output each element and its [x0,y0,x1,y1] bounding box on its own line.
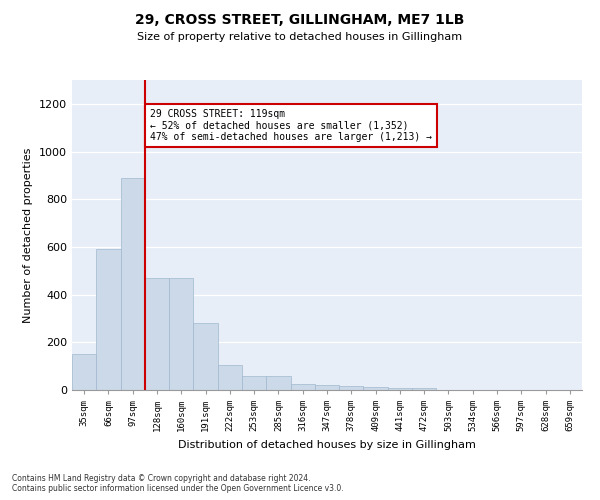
Bar [96,250,121,390]
Bar [218,365,242,390]
Bar [315,385,339,390]
Bar [266,376,290,390]
Text: 29 CROSS STREET: 119sqm
← 52% of detached houses are smaller (1,352)
47% of semi: 29 CROSS STREET: 119sqm ← 52% of detache… [150,108,432,142]
Bar [412,388,436,390]
Bar [169,278,193,390]
Bar [145,278,169,390]
Bar [72,354,96,390]
Bar [364,387,388,390]
Text: Contains public sector information licensed under the Open Government Licence v3: Contains public sector information licen… [12,484,344,493]
Text: Contains HM Land Registry data © Crown copyright and database right 2024.: Contains HM Land Registry data © Crown c… [12,474,311,483]
Y-axis label: Number of detached properties: Number of detached properties [23,148,34,322]
Bar [290,384,315,390]
Text: 29, CROSS STREET, GILLINGHAM, ME7 1LB: 29, CROSS STREET, GILLINGHAM, ME7 1LB [136,12,464,26]
Bar [242,376,266,390]
Bar [339,386,364,390]
Bar [193,323,218,390]
Text: Size of property relative to detached houses in Gillingham: Size of property relative to detached ho… [137,32,463,42]
Bar [121,178,145,390]
X-axis label: Distribution of detached houses by size in Gillingham: Distribution of detached houses by size … [178,440,476,450]
Bar [388,388,412,390]
